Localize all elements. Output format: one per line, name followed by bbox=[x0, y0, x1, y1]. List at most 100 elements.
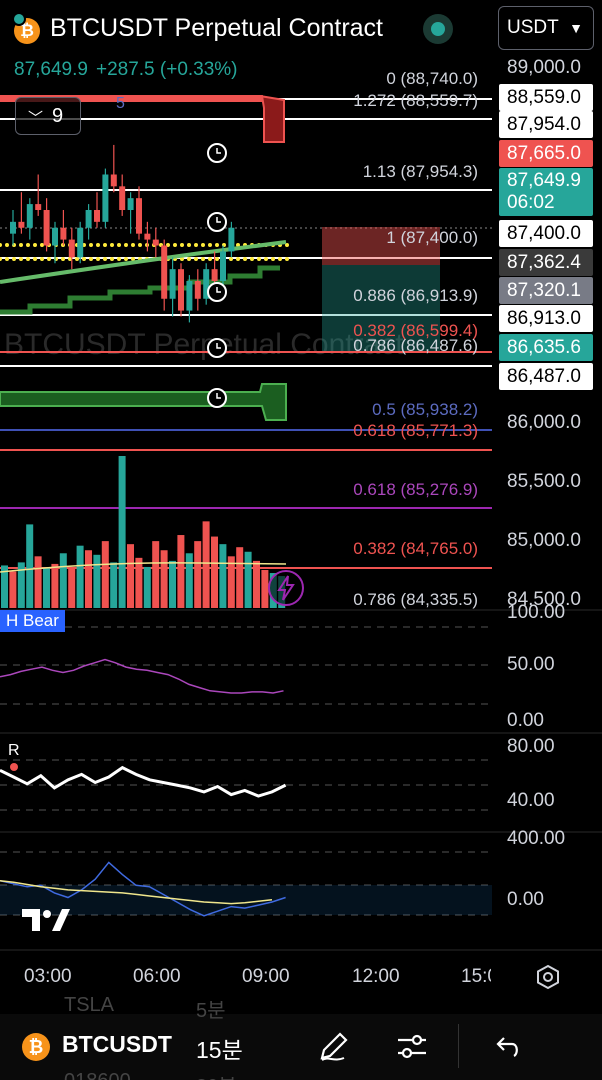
ghost-watchlist-item: 30분 bbox=[196, 1070, 237, 1080]
indicator-dot bbox=[103, 257, 107, 261]
indicator-dot bbox=[12, 257, 16, 261]
price-tag: 88,559.0 bbox=[499, 84, 593, 111]
symbol-title[interactable]: BTCUSDT Perpetual Contract bbox=[50, 14, 383, 42]
fib-level-label: 0.5 (85,938.2) bbox=[372, 400, 478, 419]
tradingview-logo-icon bbox=[20, 905, 72, 935]
indicators-collapse-button[interactable]: ﹀ 9 bbox=[15, 97, 81, 135]
indicator-dot bbox=[61, 257, 65, 261]
undo-icon[interactable] bbox=[488, 1026, 528, 1066]
volume-bar bbox=[9, 571, 17, 608]
currency-dropdown[interactable]: USDT ▼ bbox=[498, 6, 594, 50]
volume-bar bbox=[51, 563, 59, 608]
indicator-dot bbox=[5, 243, 9, 247]
osc1-legend-label[interactable]: H Bear bbox=[0, 610, 65, 632]
indicator-dot bbox=[19, 243, 23, 247]
indicator-dot bbox=[271, 257, 275, 261]
fib-level-label: 1.272 (88,559.7) bbox=[353, 91, 478, 110]
price-tag: 87,362.4 bbox=[499, 249, 593, 276]
currency-value: USDT bbox=[507, 17, 559, 38]
candle-body bbox=[127, 198, 134, 210]
fib-level-label: 0.382 (86,599.4) bbox=[353, 321, 478, 340]
fib-level-label: 0.786 (84,335.5) bbox=[353, 590, 478, 609]
price-summary: 87,649.9 +287.5 (+0.33%) bbox=[14, 59, 238, 81]
last-price: 87,649.9 bbox=[14, 59, 88, 80]
candle-body bbox=[77, 227, 84, 258]
indicator-dot bbox=[236, 243, 240, 247]
indicator-dot bbox=[19, 257, 23, 261]
price-tag: 86,913.0 bbox=[499, 305, 593, 332]
price-tag-value: 87,665.0 bbox=[507, 143, 581, 164]
indicator-dot bbox=[257, 257, 261, 261]
lightning-icon[interactable] bbox=[268, 570, 304, 606]
indicator-dot bbox=[26, 243, 30, 247]
indicator-dot bbox=[215, 243, 219, 247]
osc2-pivot-dot bbox=[10, 763, 18, 771]
candle-body bbox=[169, 269, 176, 299]
time-axis-label: 12:00 bbox=[352, 966, 400, 987]
indicator-dot bbox=[26, 257, 30, 261]
price-tag: 86,635.6 bbox=[499, 334, 593, 361]
osc2-legend-label[interactable]: R bbox=[8, 742, 20, 759]
price-tag-value: 86,635.6 bbox=[507, 337, 581, 358]
candle-body bbox=[211, 269, 218, 281]
price-tag-value: 87,954.0 bbox=[507, 114, 581, 135]
volume-bar bbox=[118, 456, 126, 608]
volume-bar bbox=[26, 524, 34, 608]
ghost-watchlist-item: TSLA bbox=[64, 994, 115, 1016]
candle-body bbox=[68, 239, 75, 258]
volume-bar bbox=[169, 560, 176, 608]
alarm-icon-hands bbox=[216, 287, 221, 293]
indicator-dot bbox=[117, 257, 121, 261]
candle-body bbox=[186, 281, 193, 311]
toolbar-divider bbox=[458, 1024, 459, 1068]
fib-level-label: 0 (88,740.0) bbox=[386, 69, 478, 88]
fib-level-label: 0.618 (85,276.9) bbox=[353, 480, 478, 499]
indicator-dot bbox=[103, 243, 107, 247]
chevron-down-icon: ﹀ bbox=[28, 110, 44, 127]
indicator-dot bbox=[201, 243, 205, 247]
price-tag: 87,400.0 bbox=[499, 220, 593, 247]
resistance-band-top bbox=[0, 96, 262, 102]
indicator-dot bbox=[180, 257, 184, 261]
indicator-dot bbox=[40, 243, 44, 247]
price-tag-value: 86,487.0 bbox=[507, 366, 581, 387]
indicator-dot bbox=[124, 243, 128, 247]
indicator-dot bbox=[96, 243, 100, 247]
gear-icon[interactable] bbox=[535, 964, 561, 990]
symbol-selector[interactable]: BTCUSDT bbox=[62, 1031, 172, 1057]
sliders-icon[interactable] bbox=[392, 1026, 432, 1066]
indicator-dot bbox=[117, 243, 121, 247]
candle-body bbox=[102, 174, 109, 222]
candle-body bbox=[52, 227, 58, 246]
volume-ma bbox=[0, 562, 287, 573]
fib-level-label: 1 (87,400.0) bbox=[386, 228, 478, 247]
price-tag: 87,954.0 bbox=[499, 111, 593, 138]
indicator-dot bbox=[110, 243, 114, 247]
indicator-dot bbox=[5, 257, 9, 261]
indicator-dot bbox=[110, 257, 114, 261]
price-axis-label: 85,500.0 bbox=[507, 471, 581, 492]
price-chart[interactable]: BTCUSDT Perpetual Contract 5 bbox=[0, 0, 602, 1014]
indicator-dot bbox=[131, 257, 135, 261]
interval-selector[interactable]: 15분 bbox=[196, 1037, 243, 1063]
indicator-dot bbox=[0, 257, 2, 261]
indicator-dot bbox=[264, 257, 268, 261]
indicator-dot bbox=[40, 257, 44, 261]
volume-bar bbox=[101, 541, 109, 608]
indicator-dot bbox=[201, 257, 205, 261]
pencil-icon[interactable] bbox=[314, 1026, 354, 1066]
indicator-dot bbox=[33, 257, 37, 261]
price-tag: 87,649.9 06:02 bbox=[499, 168, 593, 216]
indicator-dot bbox=[215, 257, 219, 261]
volume-bar bbox=[34, 556, 42, 608]
btc-symbol-glyph: ₿ bbox=[20, 21, 34, 40]
market-open-indicator[interactable] bbox=[423, 14, 453, 44]
time-axis-label: 15:00 bbox=[461, 966, 491, 987]
indicator-dot bbox=[208, 257, 212, 261]
candle-body bbox=[110, 174, 117, 187]
price-tag-value: 87,400.0 bbox=[507, 223, 581, 244]
indicator-dot bbox=[194, 257, 198, 261]
volume-bar bbox=[68, 566, 76, 608]
candle-body bbox=[203, 269, 210, 299]
volume-bar bbox=[85, 550, 92, 608]
